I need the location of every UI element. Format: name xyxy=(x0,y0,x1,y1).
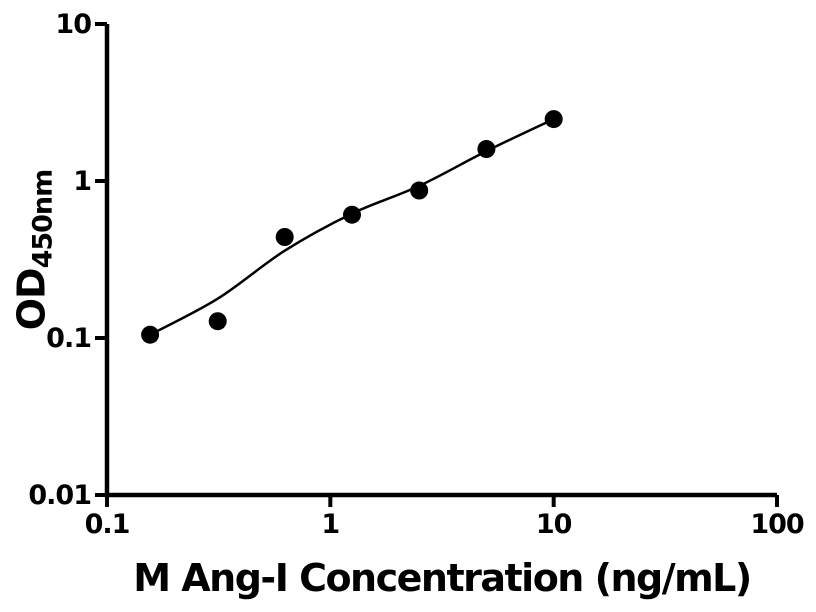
x-tick-label: 10 xyxy=(536,509,572,540)
data-point xyxy=(208,312,227,331)
y-axis-title-main: OD xyxy=(9,268,54,331)
y-axis-title: OD450nm xyxy=(10,170,59,331)
data-point xyxy=(275,228,294,246)
data-point xyxy=(410,181,429,200)
data-point xyxy=(477,140,496,158)
y-tick-label: 0.01 xyxy=(28,480,91,511)
y-tick-label: 1 xyxy=(73,166,91,197)
axis-frame xyxy=(104,24,777,498)
data-point xyxy=(141,325,160,344)
data-point xyxy=(544,110,563,129)
y-axis-title-subscript: 450nm xyxy=(27,169,59,269)
y-tick-label: 0.1 xyxy=(46,323,91,354)
x-tick-label: 1 xyxy=(321,509,339,540)
x-tick-label: 100 xyxy=(750,509,804,540)
data-point xyxy=(343,205,361,224)
x-axis-title: M Ang-I Concentration (ng/mL) xyxy=(133,556,752,600)
y-tick-label: 10 xyxy=(55,9,91,40)
x-tick-label: 0.1 xyxy=(85,509,130,540)
